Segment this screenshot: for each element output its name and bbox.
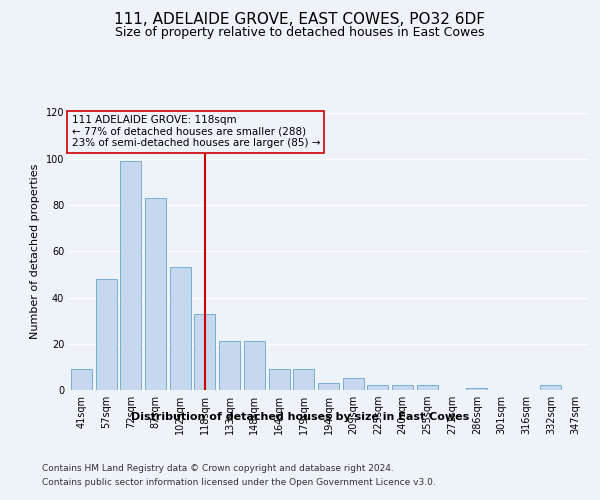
Text: 111, ADELAIDE GROVE, EAST COWES, PO32 6DF: 111, ADELAIDE GROVE, EAST COWES, PO32 6D…	[115, 12, 485, 28]
Bar	[318, 383, 339, 390]
Bar	[194, 314, 215, 390]
Text: Contains public sector information licensed under the Open Government Licence v3: Contains public sector information licen…	[42, 478, 436, 487]
Bar	[417, 386, 438, 390]
Text: Contains HM Land Registry data © Crown copyright and database right 2024.: Contains HM Land Registry data © Crown c…	[42, 464, 394, 473]
Bar	[170, 268, 191, 390]
Bar	[293, 369, 314, 390]
Text: Size of property relative to detached houses in East Cowes: Size of property relative to detached ho…	[115, 26, 485, 39]
Bar	[95, 279, 116, 390]
Bar	[269, 369, 290, 390]
Text: Distribution of detached houses by size in East Cowes: Distribution of detached houses by size …	[131, 412, 469, 422]
Bar	[219, 342, 240, 390]
Bar	[145, 198, 166, 390]
Bar	[71, 369, 92, 390]
Bar	[244, 342, 265, 390]
Bar	[541, 386, 562, 390]
Bar	[392, 386, 413, 390]
Bar	[466, 388, 487, 390]
Text: 111 ADELAIDE GROVE: 118sqm
← 77% of detached houses are smaller (288)
23% of sem: 111 ADELAIDE GROVE: 118sqm ← 77% of deta…	[71, 116, 320, 148]
Y-axis label: Number of detached properties: Number of detached properties	[30, 164, 40, 339]
Bar	[343, 378, 364, 390]
Bar	[120, 161, 141, 390]
Bar	[367, 386, 388, 390]
